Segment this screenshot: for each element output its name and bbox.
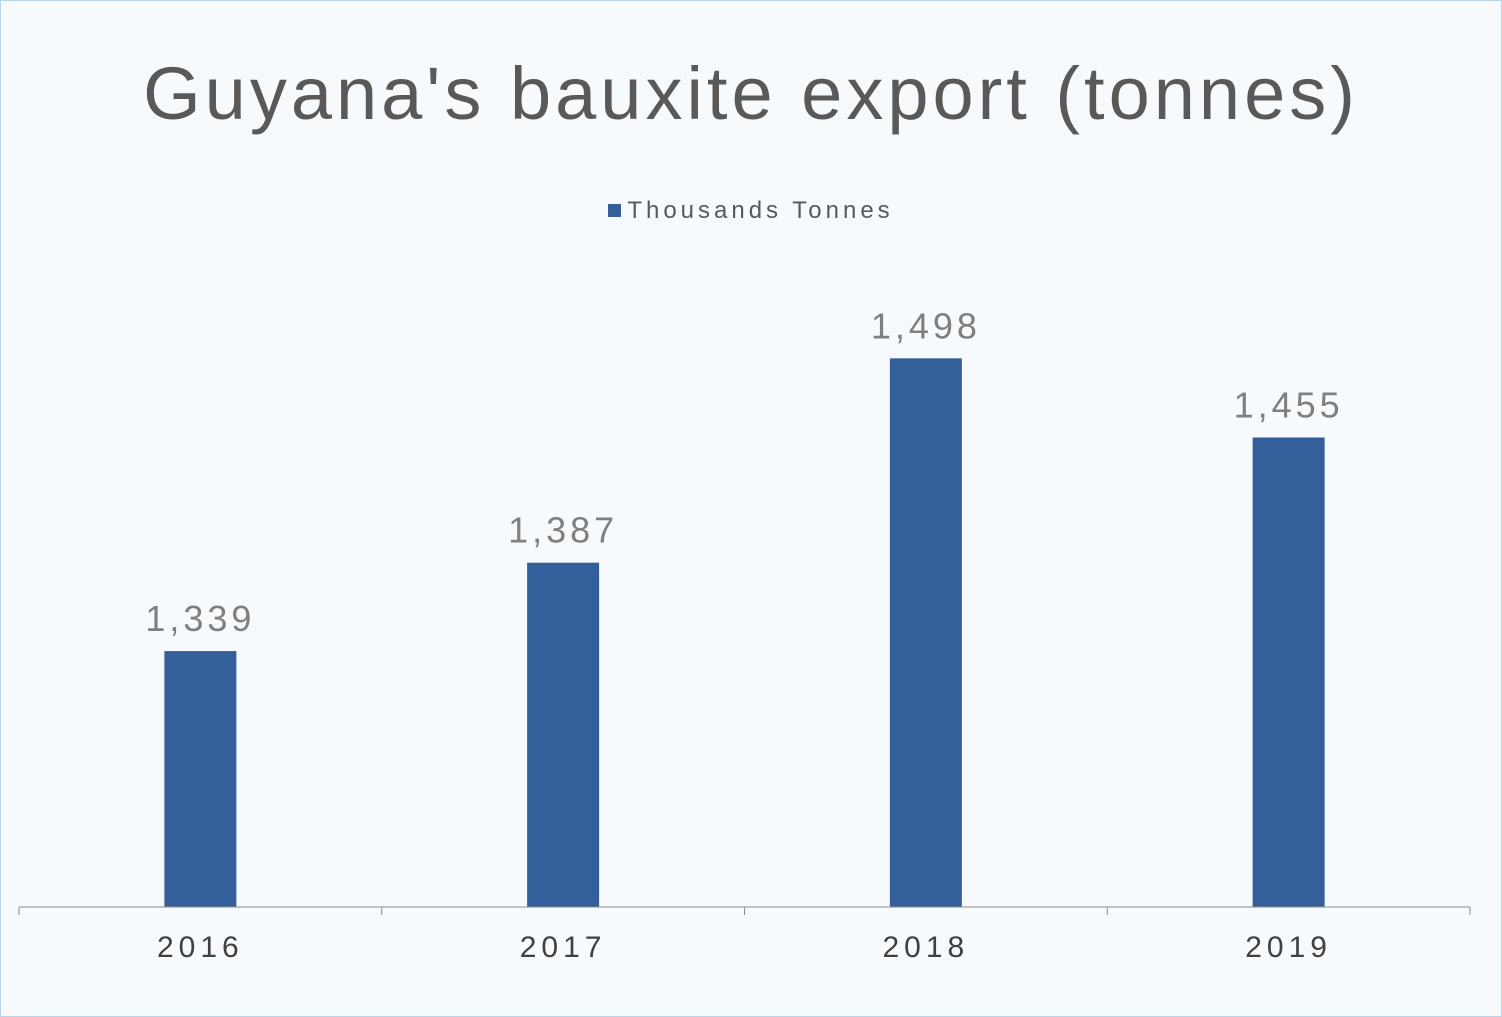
bar-2016 — [164, 651, 237, 907]
data-label-2018: 1,498 — [871, 305, 981, 346]
legend-label: Thousands Tonnes — [627, 197, 894, 224]
bar-2019 — [1252, 437, 1325, 907]
x-tick-label-2018: 2018 — [883, 931, 970, 964]
x-tick-label-2017: 2017 — [520, 931, 607, 964]
chart-title: Guyana's bauxite export (tonnes) — [143, 52, 1359, 135]
x-tick-label-2019: 2019 — [1245, 931, 1332, 964]
x-axis — [18, 906, 1471, 915]
bar-2017 — [527, 562, 600, 907]
legend-swatch — [608, 204, 622, 217]
legend: Thousands Tonnes — [1, 197, 1501, 225]
data-label-2016: 1,339 — [145, 598, 255, 639]
bars-layer — [164, 358, 1325, 907]
labels-layer: 1,339 2016 1,387 2017 1,498 2018 1,455 2019 — [145, 305, 1344, 964]
x-tick-label-2016: 2016 — [157, 931, 244, 964]
data-label-2017: 1,387 — [508, 510, 618, 551]
bar-2018 — [889, 358, 962, 907]
data-label-2019: 1,455 — [1234, 385, 1344, 426]
